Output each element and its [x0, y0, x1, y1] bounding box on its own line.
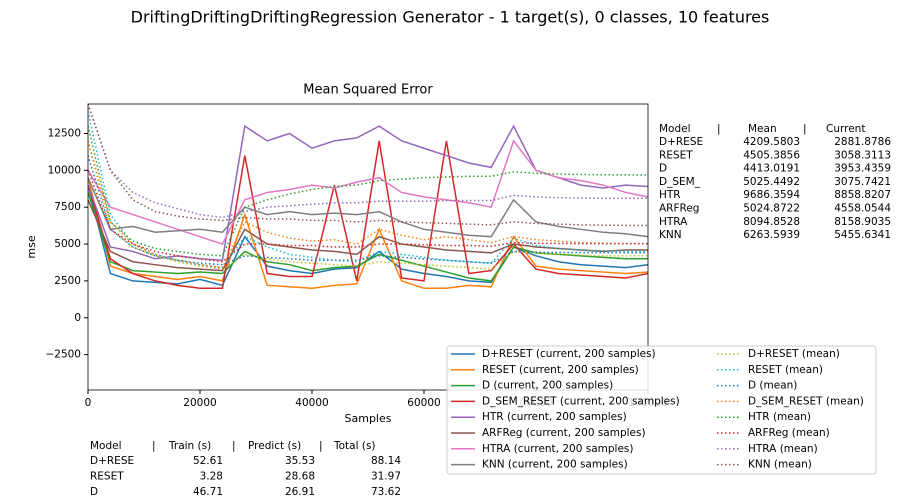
- legend-label: HTRA (current, 200 samples): [482, 443, 633, 455]
- legend-box: [446, 345, 877, 475]
- table-cell: HTR: [659, 189, 681, 201]
- table-cell: D+RESE: [659, 136, 703, 148]
- legend-label: D+RESET (current, 200 samples): [482, 348, 656, 360]
- legend-label: D+RESET (mean): [748, 348, 840, 360]
- plot-lines: [88, 104, 648, 290]
- legend-label: KNN (current, 200 samples): [482, 459, 628, 471]
- mean-line: [88, 140, 648, 269]
- table-cell: 8158.9035: [834, 216, 891, 228]
- mean-line: [88, 104, 648, 219]
- table-cell: 46.71: [193, 486, 223, 498]
- table-header: Total (s): [333, 440, 376, 452]
- mean-line: [88, 104, 648, 227]
- table-cell: 3.28: [200, 471, 223, 483]
- x-tick-label: 40000: [295, 397, 328, 409]
- table-cell: 3058.3113: [834, 149, 891, 161]
- legend-label: HTR (current, 200 samples): [482, 411, 627, 423]
- suptitle: DriftingDriftingDriftingRegression Gener…: [131, 8, 770, 27]
- mean-line: [88, 155, 648, 266]
- table-cell: HTRA: [659, 216, 688, 228]
- table-cell: 4558.0544: [834, 203, 891, 215]
- table-header: |: [319, 440, 323, 452]
- plot-frame: [87, 103, 649, 391]
- table-header: Train (s): [168, 440, 211, 452]
- table-cell: RESET: [90, 471, 124, 483]
- table-cell: 3075.7421: [834, 176, 891, 188]
- table-cell: D+RESE: [90, 455, 134, 467]
- table-cell: 5455.6341: [834, 229, 891, 241]
- legend-label: HTR (mean): [748, 411, 811, 423]
- legend-label: HTRA (mean): [748, 443, 818, 455]
- table-cell: RESET: [659, 149, 693, 161]
- table-cell: 6263.5939: [743, 229, 800, 241]
- current-line: [88, 177, 648, 238]
- table-cell: 5025.4492: [743, 176, 800, 188]
- legend-label: RESET (current, 200 samples): [482, 364, 639, 376]
- legend-label: D_SEM_RESET (mean): [748, 395, 864, 407]
- table-cell: 4505.3856: [743, 149, 800, 161]
- table-cell: D_SEM_: [659, 176, 701, 188]
- table-cell: ARFReg: [659, 203, 699, 215]
- x-axis-label: Samples: [345, 412, 392, 425]
- table-header: Current: [826, 123, 865, 135]
- table-cell: 2881.8786: [834, 136, 891, 148]
- x-tick-label: 0: [85, 397, 92, 409]
- table-cell: 4413.0191: [743, 163, 800, 175]
- table-header: |: [717, 123, 721, 135]
- legend-label: D (mean): [748, 380, 797, 392]
- mean-line: [88, 140, 648, 270]
- table-cell: 31.97: [371, 471, 401, 483]
- table-cell: 4209.5803: [743, 136, 800, 148]
- legend-label: D_SEM_RESET (current, 200 samples): [482, 395, 680, 407]
- table-cell: D: [90, 486, 98, 498]
- table-header: Predict (s): [248, 440, 301, 452]
- x-tick-label: 60000: [407, 397, 440, 409]
- table-cell: 8094.8528: [743, 216, 800, 228]
- legend-label: ARFReg (current, 200 samples): [482, 427, 646, 439]
- table-cell: 5024.8722: [743, 203, 800, 215]
- table-cell: D: [659, 163, 667, 175]
- y-axis-label: mse: [25, 235, 38, 258]
- table-cell: 28.68: [285, 471, 315, 483]
- table-cell: 8858.8207: [834, 189, 891, 201]
- x-tick-label: 20000: [183, 397, 216, 409]
- table-header: Mean: [748, 123, 777, 135]
- legend-label: ARFReg (mean): [748, 427, 830, 439]
- current-line: [88, 140, 648, 290]
- y-tick-label: 2500: [54, 275, 81, 287]
- table-cell: 3953.4359: [834, 163, 891, 175]
- y-tick-label: 7500: [54, 201, 81, 213]
- y-tick-label: 5000: [54, 238, 81, 250]
- legend-label: D (current, 200 samples): [482, 380, 613, 392]
- y-tick-label: 12500: [48, 127, 81, 139]
- table-header: |: [803, 123, 807, 135]
- table-cell: 88.14: [371, 455, 401, 467]
- current-line: [88, 177, 648, 290]
- table-cell: 52.61: [193, 455, 223, 467]
- table-cell: 26.91: [285, 486, 315, 498]
- legend-label: RESET (mean): [748, 364, 823, 376]
- y-tick-label: 10000: [48, 164, 81, 176]
- y-tick-label: −2500: [45, 349, 81, 361]
- table-cell: 73.62: [371, 486, 401, 498]
- table-cell: 9686.3594: [743, 189, 800, 201]
- mean-line: [88, 170, 648, 263]
- y-tick-label: 0: [74, 312, 81, 324]
- legend-label: KNN (mean): [748, 459, 812, 471]
- table-header: |: [232, 440, 236, 452]
- table-cell: 35.53: [285, 455, 315, 467]
- table-header: Model: [659, 123, 691, 135]
- table-header: Model: [90, 440, 122, 452]
- table-cell: KNN: [659, 229, 682, 241]
- chart-title: Mean Squared Error: [303, 83, 433, 98]
- table-header: |: [152, 440, 156, 452]
- legend: D+RESET (current, 200 samples) RESET (cur…: [446, 345, 877, 475]
